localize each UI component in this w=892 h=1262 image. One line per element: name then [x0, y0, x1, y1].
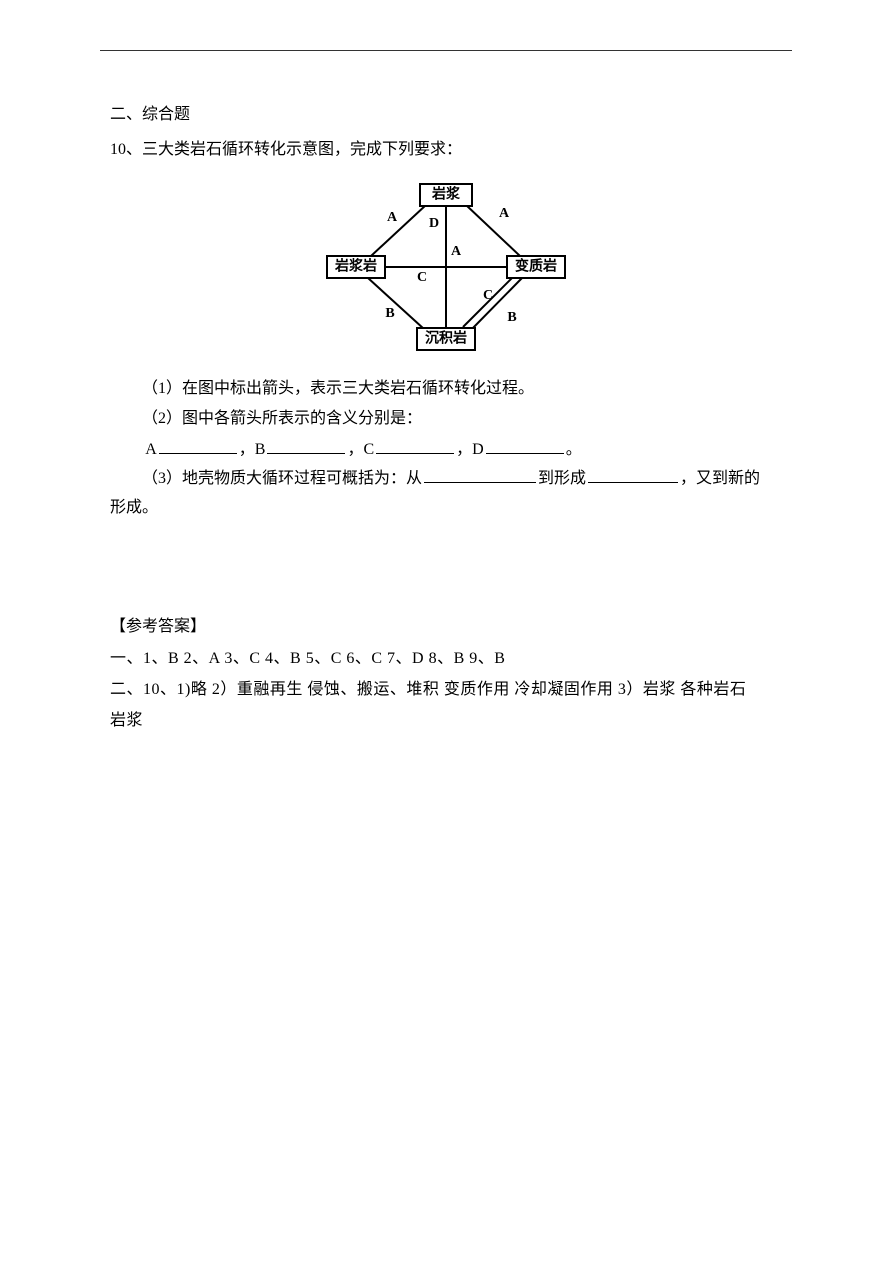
blank-q3-2	[588, 465, 678, 483]
svg-text:变质岩: 变质岩	[515, 257, 557, 274]
node-metamorphic: 变质岩	[507, 256, 565, 278]
edge-label-a-left: A	[387, 210, 398, 225]
node-magma: 岩浆	[420, 184, 472, 206]
svg-text:沉积岩: 沉积岩	[425, 329, 467, 346]
subquestion-2: （2）图中各箭头所表示的含义分别是：	[110, 405, 782, 434]
node-igneous: 岩浆岩	[327, 256, 385, 278]
label-b: ，B	[239, 441, 266, 458]
edge-label-c-right: C	[483, 288, 493, 303]
edge-label-b-right: B	[507, 310, 516, 325]
label-a: A	[145, 441, 157, 458]
period: 。	[566, 441, 582, 458]
subquestion-1: （1）在图中标出箭头，表示三大类岩石循环转化过程。	[110, 375, 782, 404]
question-10-intro: 10、三大类岩石循环转化示意图，完成下列要求：	[110, 136, 782, 165]
rock-cycle-diagram-wrap: A A D A C B C B 岩浆 岩浆岩 变质岩	[110, 177, 782, 357]
section-heading: 二、综合题	[110, 101, 782, 130]
svg-text:岩浆: 岩浆	[431, 185, 461, 202]
blank-q3-1	[424, 465, 536, 483]
answers-line-3: 岩浆	[110, 707, 782, 736]
label-c: ，C	[347, 441, 374, 458]
edge-label-c-mid: C	[417, 270, 427, 285]
answers-line-1: 一、1、B 2、A 3、C 4、B 5、C 6、C 7、D 8、B 9、B	[110, 645, 782, 674]
blank-c	[376, 437, 454, 455]
q3-prefix: （3）地壳物质大循环过程可概括为：从	[142, 470, 422, 487]
subquestion-3-tail: 形成。	[110, 494, 782, 523]
node-sedimentary: 沉积岩	[417, 328, 475, 350]
blank-a	[159, 437, 237, 455]
q3-mid1: 到形成	[538, 470, 586, 487]
edge-label-d: D	[429, 216, 439, 231]
subquestion-2-blanks: A ，B ，C ，D 。	[110, 436, 782, 465]
rock-cycle-diagram: A A D A C B C B 岩浆 岩浆岩 变质岩	[316, 177, 576, 357]
q3-mid2: ，又到新的	[680, 470, 760, 487]
top-horizontal-rule	[100, 50, 792, 51]
edge-magma-metamorphic	[466, 205, 520, 256]
blank-b	[267, 437, 345, 455]
label-d: ，D	[456, 441, 484, 458]
edge-label-b-left: B	[385, 306, 394, 321]
edge-label-a-mid: A	[451, 244, 462, 259]
edge-label-a-right: A	[499, 206, 510, 221]
answers-title: 【参考答案】	[110, 613, 782, 642]
edge-magma-igneous	[371, 205, 426, 256]
edge-igneous-sedimentary	[368, 278, 424, 329]
answers-block: 【参考答案】 一、1、B 2、A 3、C 4、B 5、C 6、C 7、D 8、B…	[110, 613, 782, 736]
subquestion-3: （3）地壳物质大循环过程可概括为：从 到形成 ，又到新的	[110, 465, 782, 494]
svg-text:岩浆岩: 岩浆岩	[334, 257, 377, 274]
blank-d	[486, 437, 564, 455]
answers-line-2: 二、10、1)略 2）重融再生 侵蚀、搬运、堆积 变质作用 冷却凝固作用 3）岩…	[110, 676, 782, 705]
